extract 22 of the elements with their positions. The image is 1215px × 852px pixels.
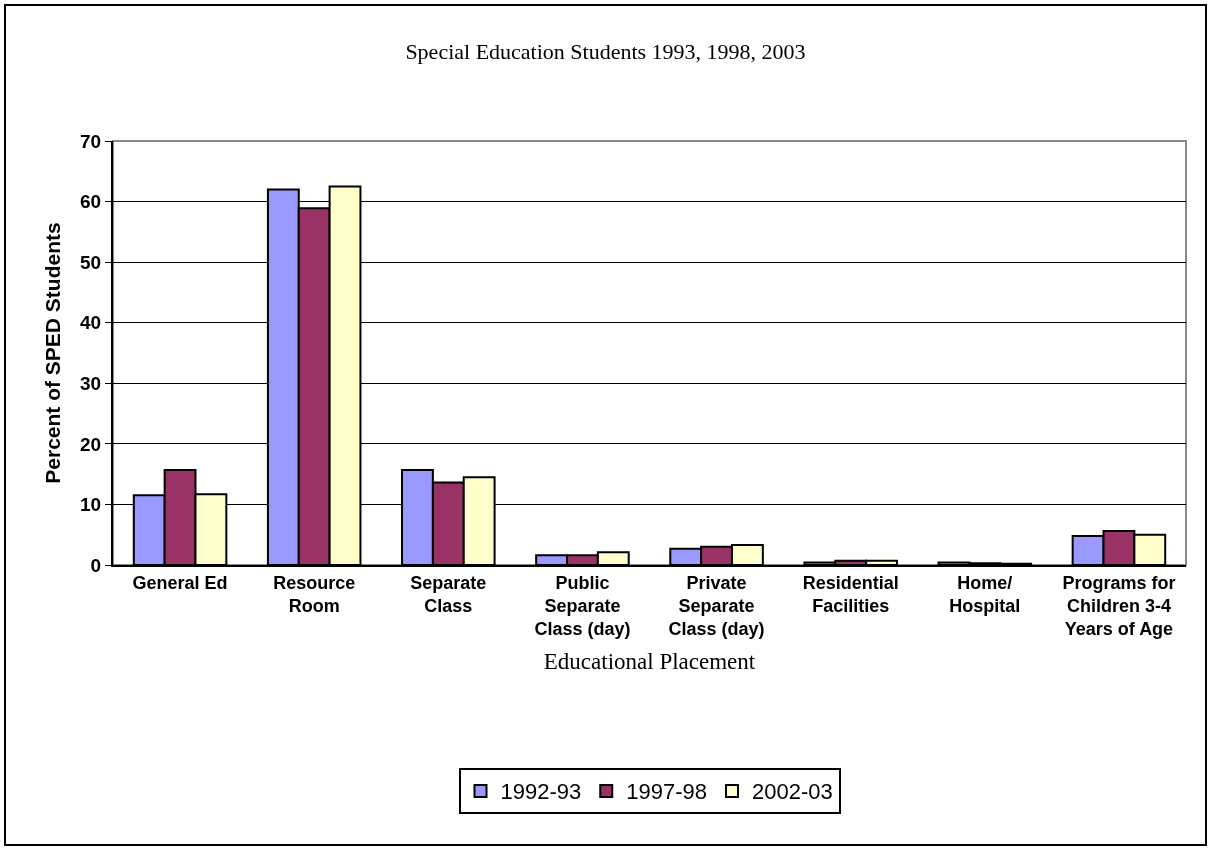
x-tick-label: Public Separate Class (day) <box>534 572 631 640</box>
legend-label: 1997-98 <box>626 779 707 805</box>
x-tick-label: Resource Room <box>273 572 356 616</box>
y-tick-label: 10 <box>80 494 102 516</box>
x-tick-label: Separate Class <box>410 572 487 616</box>
chart-title: Special Education Students 1993, 1998, 2003 <box>405 39 806 65</box>
y-tick-label: 20 <box>80 433 102 455</box>
x-tick-label: Programs for Children 3-4 Years of Age <box>1062 572 1176 640</box>
y-axis-title: Percent of SPED Students <box>40 222 64 484</box>
y-tick-label: 70 <box>80 130 102 152</box>
x-tick-label: Home/ Hospital <box>949 572 1021 616</box>
y-tick-label: 50 <box>80 251 102 273</box>
y-tick-label: 60 <box>80 191 102 213</box>
legend-label: 1992-93 <box>500 779 582 805</box>
y-tick-label: 40 <box>80 312 102 334</box>
x-tick-label: Private Separate Class (day) <box>668 572 765 640</box>
y-tick-label: 30 <box>80 372 102 394</box>
y-tick-label: 0 <box>90 554 102 576</box>
x-tick-label: General Ed <box>132 572 228 593</box>
legend-label: 2002-03 <box>752 779 833 805</box>
x-tick-label: Residential Facilities <box>802 572 899 616</box>
x-axis-title: Educational Placement <box>543 648 756 674</box>
